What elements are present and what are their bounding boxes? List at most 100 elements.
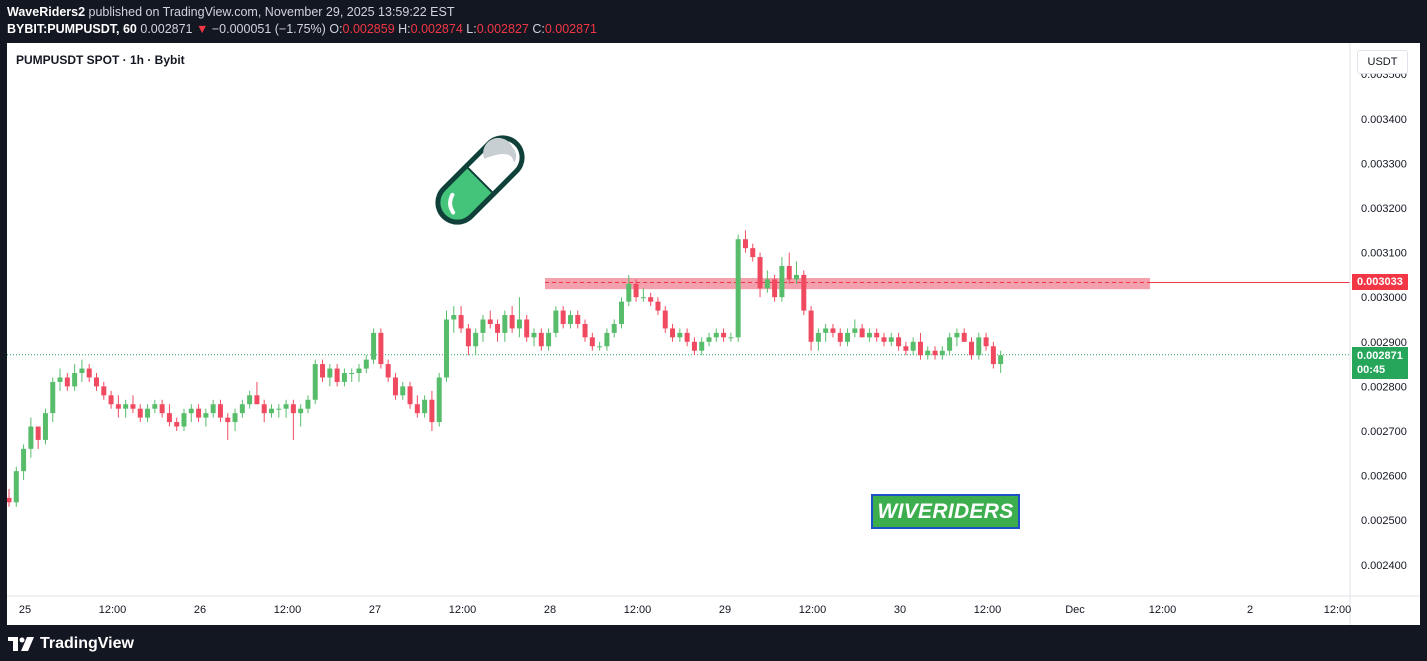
candle — [509, 306, 515, 333]
candle-body — [815, 332, 821, 342]
candle-body — [786, 265, 792, 280]
candle-body — [444, 319, 449, 378]
y-tick-label: 0.002700 — [1361, 426, 1407, 438]
price-chart[interactable]: 0.002400 0.002500 0.002600 0.002700 0.002800… — [7, 43, 1420, 625]
candle — [567, 310, 573, 329]
candle — [465, 323, 471, 356]
candle — [196, 404, 202, 423]
candle-body — [86, 368, 92, 378]
candle — [239, 399, 245, 418]
candle-body — [196, 408, 202, 418]
candle-body — [582, 323, 588, 338]
candle — [480, 315, 486, 342]
candles-layer — [7, 230, 1004, 507]
resistance-price-tag: 0.003033 — [1352, 274, 1408, 291]
author-name[interactable]: WaveRiders2 — [7, 5, 86, 19]
candle-body — [392, 377, 398, 396]
candle-body — [866, 332, 872, 338]
candle-body — [130, 404, 136, 409]
candle — [582, 319, 588, 342]
candle-body — [969, 341, 974, 356]
candle-body — [115, 404, 121, 409]
candle-body — [604, 332, 610, 347]
x-tick-label: 26 — [194, 604, 206, 616]
candle — [721, 328, 727, 342]
candle — [210, 399, 216, 418]
candle-body — [495, 323, 501, 333]
candle — [677, 328, 683, 342]
candle — [123, 399, 129, 418]
tradingview-logo-icon — [8, 637, 34, 651]
y-tick-label: 0.003300 — [1361, 158, 1407, 170]
x-tick-label: 27 — [369, 604, 381, 616]
candle — [422, 395, 428, 418]
chart-frame[interactable]: 0.002400 0.002500 0.002600 0.002700 0.002800… — [7, 43, 1420, 625]
candle — [655, 297, 661, 316]
candle — [269, 404, 274, 418]
candle-body — [772, 279, 778, 298]
close-value: 0.002871 — [544, 22, 597, 36]
open-label: O: — [329, 22, 343, 36]
candle-body — [349, 373, 355, 375]
candle-body — [42, 413, 48, 440]
candle — [502, 310, 508, 342]
candle — [772, 274, 778, 302]
tradingview-logo[interactable]: TradingView — [8, 635, 134, 653]
candle-body — [516, 319, 522, 329]
candle-body — [524, 319, 530, 338]
candle-body — [845, 332, 851, 342]
candle — [166, 404, 172, 427]
candle — [28, 417, 34, 458]
candle — [801, 270, 807, 316]
candle — [728, 332, 734, 342]
candle — [896, 332, 902, 351]
candle-body — [750, 248, 756, 258]
candle — [735, 234, 741, 342]
currency-button[interactable]: USDT — [1357, 50, 1408, 74]
candle — [998, 350, 1004, 374]
symbol-name: BYBIT:PUMPUSDT, 60 — [7, 22, 137, 36]
candle-body — [269, 408, 274, 414]
candle-body — [633, 283, 639, 298]
candle-body — [670, 328, 676, 338]
candle-body — [655, 301, 661, 311]
candle-body — [823, 328, 829, 333]
last-price-value: 0.002871 — [1357, 349, 1403, 362]
candle-body — [334, 368, 340, 382]
candle-body — [400, 386, 406, 396]
candle-body — [94, 377, 99, 387]
candle — [363, 355, 369, 374]
candle-body — [808, 310, 814, 342]
candle-body — [888, 337, 894, 342]
high-value: 0.002874 — [410, 22, 463, 36]
high-label: H: — [398, 22, 411, 36]
y-tick-label: 0.003200 — [1361, 203, 1407, 215]
symbol-title: PUMPUSDT SPOT · 1h · Bybit — [16, 53, 185, 67]
candle — [50, 377, 56, 423]
candle — [786, 252, 792, 284]
candle — [947, 332, 953, 356]
candle — [969, 337, 974, 360]
candle — [349, 368, 355, 382]
candle — [152, 399, 158, 414]
candle-body — [903, 346, 909, 351]
candle-body — [137, 408, 143, 418]
candle-body — [560, 310, 566, 324]
candle — [444, 310, 449, 382]
candle — [983, 332, 989, 351]
candle — [823, 323, 829, 342]
candle — [670, 323, 676, 342]
candle-body — [626, 283, 632, 302]
candle-body — [531, 332, 537, 338]
candle — [976, 332, 982, 360]
candle-body — [473, 332, 479, 347]
candle — [706, 332, 712, 347]
candle-body — [458, 315, 464, 329]
candle — [436, 373, 442, 427]
candle-body — [874, 332, 880, 338]
candle-body — [757, 257, 763, 289]
candle-body — [159, 404, 165, 414]
candle — [575, 310, 581, 329]
candle — [866, 328, 872, 342]
y-tick-label: 0.002600 — [1361, 471, 1407, 483]
